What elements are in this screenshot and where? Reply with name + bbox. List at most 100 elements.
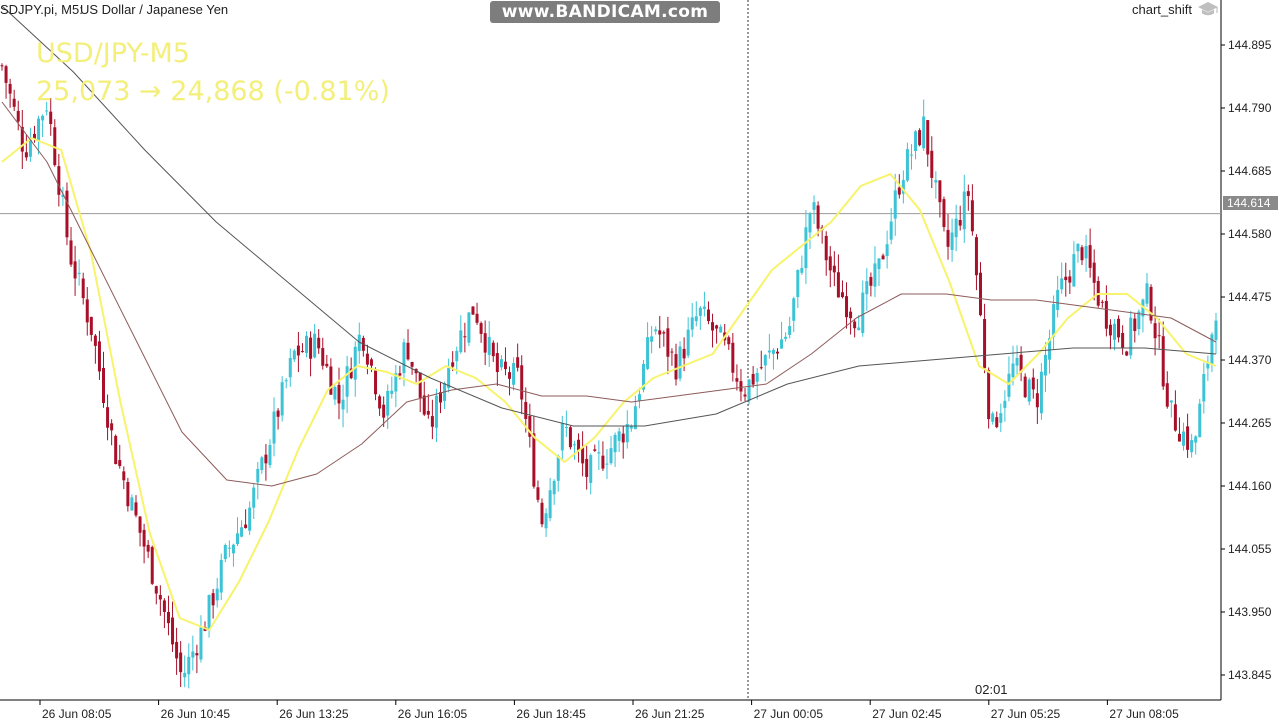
candle-body xyxy=(418,372,422,398)
price-tick-label: 143.845 xyxy=(1228,668,1272,682)
candle-body xyxy=(321,348,325,366)
candle-body xyxy=(893,190,897,219)
candle-body xyxy=(394,373,398,392)
candle-body xyxy=(995,417,999,428)
candle-body xyxy=(309,337,313,359)
candle-body xyxy=(256,468,260,483)
candle-body xyxy=(682,348,686,359)
candle-body xyxy=(845,296,849,318)
candle-body xyxy=(195,653,199,656)
candle-body xyxy=(922,116,926,149)
candle-body xyxy=(8,83,12,94)
candle-body xyxy=(524,401,528,420)
candle-body xyxy=(207,595,211,631)
candle-body xyxy=(1161,336,1165,387)
candle-body xyxy=(536,487,540,500)
chart-symbol-description: US Dollar / Japanese Yen xyxy=(80,2,229,17)
candle-body xyxy=(20,126,24,152)
candle-body xyxy=(32,133,36,139)
candle-body xyxy=(503,361,507,370)
candle-body xyxy=(970,200,974,232)
candle-body xyxy=(540,502,544,525)
candle-body xyxy=(1027,379,1031,402)
candle-body xyxy=(706,309,710,322)
candle-body xyxy=(1145,283,1149,304)
candle-body xyxy=(885,244,889,257)
candle-body xyxy=(784,336,788,339)
candle-body xyxy=(865,281,869,295)
candle-body xyxy=(264,454,268,464)
candle-body xyxy=(836,272,840,298)
candle-body xyxy=(345,366,349,397)
candle-body xyxy=(406,342,410,360)
candle-body xyxy=(1194,436,1198,443)
candle-body xyxy=(447,368,451,389)
candle-body xyxy=(954,218,958,238)
candle-body xyxy=(1011,363,1015,378)
candle-body xyxy=(150,547,154,584)
candle-body xyxy=(93,335,97,346)
candle-body xyxy=(909,154,913,156)
candle-body xyxy=(686,329,690,356)
candle-body xyxy=(1060,278,1064,290)
candle-body xyxy=(333,386,337,400)
candle-body xyxy=(633,406,637,430)
time-tick-label: 26 Jun 08:05 xyxy=(42,707,112,720)
candle-body xyxy=(711,322,715,331)
candle-body xyxy=(260,457,264,470)
candle-body xyxy=(313,333,317,358)
candle-body xyxy=(1202,373,1206,402)
candle-body xyxy=(690,317,694,330)
candle-body xyxy=(1015,357,1019,366)
candle-body xyxy=(1031,377,1035,390)
candle-body xyxy=(382,404,386,418)
graduation-cap-icon[interactable] xyxy=(1197,0,1219,18)
candle-body xyxy=(455,350,459,362)
candle-body xyxy=(1052,304,1056,337)
candle-body xyxy=(698,307,702,316)
candle-body xyxy=(581,447,585,464)
candle-body xyxy=(1003,400,1007,408)
candle-body xyxy=(991,413,995,422)
candle-body xyxy=(796,269,800,298)
candle-body xyxy=(926,120,930,155)
candle-body xyxy=(739,381,743,392)
candle-body xyxy=(861,292,865,333)
candle-body xyxy=(89,316,93,335)
crosshair-price-label: 144.614 xyxy=(1223,196,1278,210)
candle-body xyxy=(175,641,179,659)
script-name-label[interactable]: chart_shift xyxy=(1132,2,1192,17)
candle-body xyxy=(520,365,524,400)
candle-body xyxy=(934,179,938,183)
candle-body xyxy=(1153,323,1157,339)
candle-body xyxy=(658,330,662,335)
candle-body xyxy=(1129,317,1133,356)
candle-body xyxy=(317,337,321,349)
candle-body xyxy=(1080,247,1084,261)
candle-body xyxy=(918,130,922,146)
candle-body xyxy=(577,439,581,451)
candle-body xyxy=(552,480,556,495)
candle-body xyxy=(231,544,235,554)
candle-body xyxy=(215,588,219,601)
candle-body xyxy=(65,190,69,238)
candle-body xyxy=(1165,383,1169,407)
candle-body xyxy=(593,449,597,451)
candle-body xyxy=(284,380,288,382)
candle-body xyxy=(329,366,333,395)
candle-body xyxy=(1169,400,1173,403)
candle-body xyxy=(642,363,646,390)
chart-symbol-period: SDJPY.pi, M5: xyxy=(0,2,83,17)
candle-body xyxy=(45,110,49,112)
candle-body xyxy=(1043,354,1047,376)
candle-body xyxy=(483,333,487,353)
candle-body xyxy=(1019,354,1023,372)
candle-body xyxy=(763,355,767,366)
candle-body xyxy=(674,354,678,380)
candle-body xyxy=(61,194,65,197)
candle-body xyxy=(646,337,650,369)
candle-body xyxy=(248,507,252,531)
candle-body xyxy=(617,431,621,441)
candle-body xyxy=(288,358,292,378)
